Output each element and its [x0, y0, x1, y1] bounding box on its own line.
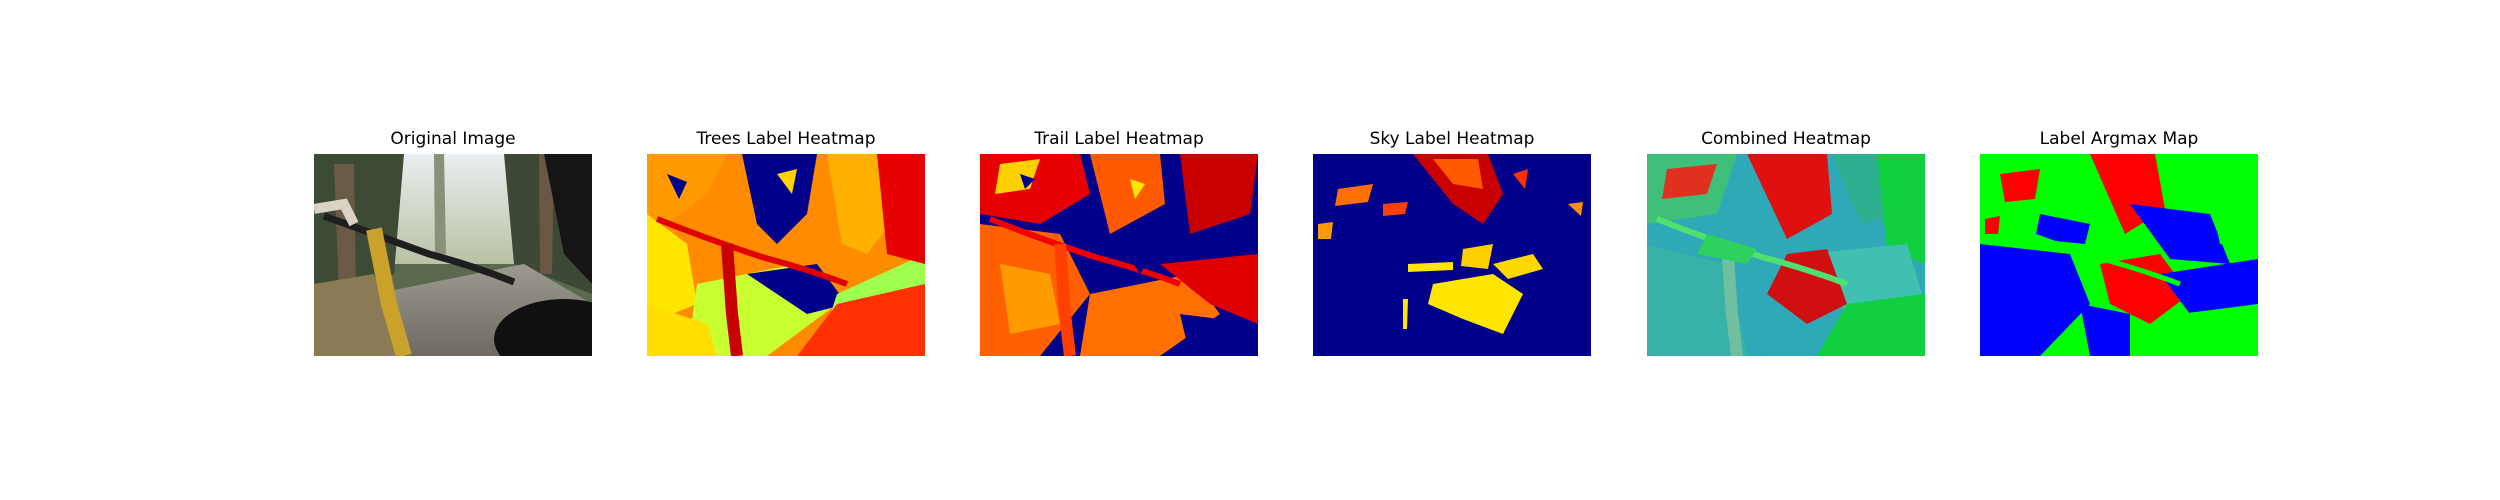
panel-combined: Combined Heatmap: [1647, 128, 1925, 356]
panel-title: Combined Heatmap: [1701, 129, 1871, 149]
sky-heatmap: [1313, 154, 1591, 356]
original-photo: [314, 154, 592, 356]
panel-original: Original Image: [314, 128, 592, 356]
panel-title: Original Image: [390, 129, 516, 149]
argmax-map: [1980, 154, 2258, 356]
combined-heatmap: [1647, 154, 1925, 356]
trail-heatmap: [980, 154, 1258, 356]
panel-trees: Trees Label Heatmap: [647, 128, 925, 356]
panel-title: Trail Label Heatmap: [1034, 129, 1204, 149]
panel-title: Sky Label Heatmap: [1369, 129, 1535, 149]
panel-sky: Sky Label Heatmap: [1313, 128, 1591, 356]
panel-trail: Trail Label Heatmap: [980, 128, 1258, 356]
panel-title: Label Argmax Map: [2039, 129, 2199, 149]
panel-title: Trees Label Heatmap: [696, 129, 876, 149]
panel-argmax: Label Argmax Map: [1980, 128, 2258, 356]
trees-heatmap: [647, 154, 925, 356]
